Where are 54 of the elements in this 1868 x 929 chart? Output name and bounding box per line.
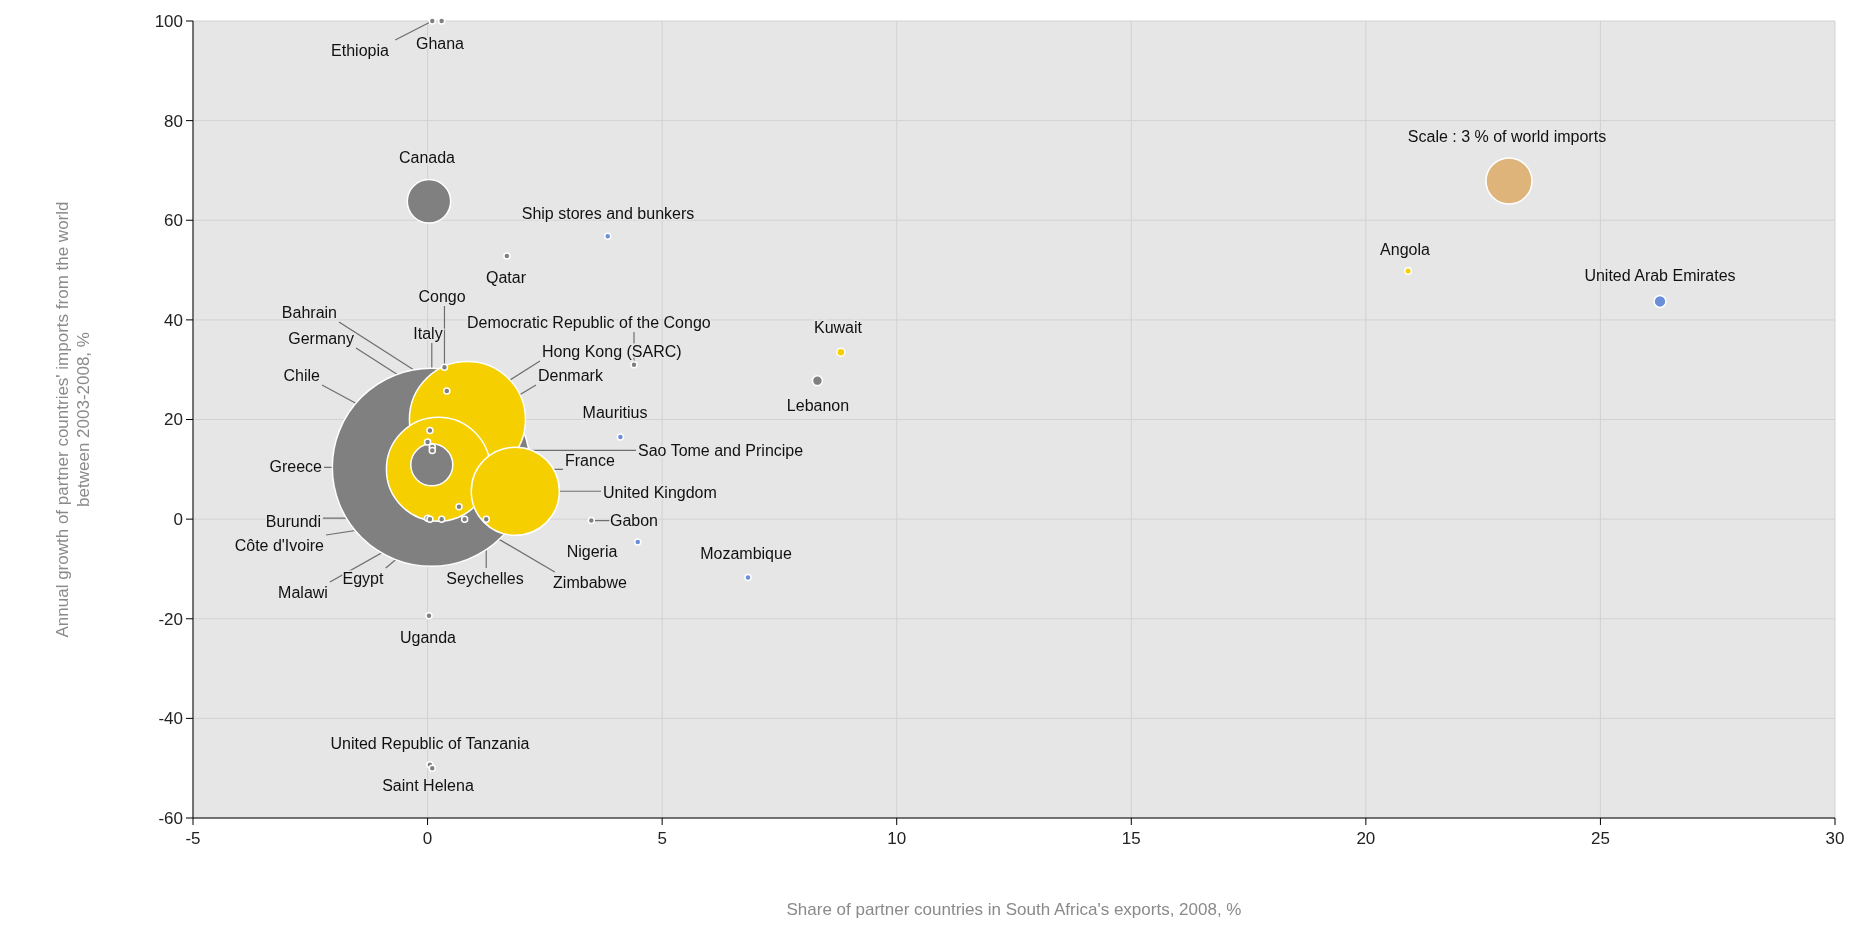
x-tick-label: 20 xyxy=(1356,829,1376,848)
x-tick-label: 25 xyxy=(1590,829,1610,848)
text: Malawi xyxy=(278,583,328,601)
text: Côte d'Ivoire xyxy=(234,536,325,554)
series-label: Ghana xyxy=(415,34,465,52)
series-label: Uganda xyxy=(399,628,457,646)
series-label: Mozambique xyxy=(700,544,792,562)
y-axis-title: Annual growth of partner countries' imports from the world between 2003-2008, % xyxy=(53,201,94,638)
series-label: Canada xyxy=(398,148,456,166)
x-axis-title: Share of partner countries in South Africa's exports, 2008, % xyxy=(786,900,1242,919)
x-tick-label: 30 xyxy=(1825,829,1845,848)
x-tick-label: -5 xyxy=(185,829,201,848)
text: Italy xyxy=(413,324,443,342)
text: United Kingdom xyxy=(603,483,717,501)
y-tick-label: 80 xyxy=(164,111,183,131)
text: Germany xyxy=(288,329,354,347)
text: Sao Tome and Principe xyxy=(638,441,804,459)
legend-label: Scale : 3 % of world imports xyxy=(1407,127,1607,145)
series-label: United Republic of Tanzania xyxy=(330,734,530,752)
text: Seychelles xyxy=(446,569,524,587)
y-tick-label: 40 xyxy=(164,310,183,330)
series-label: Qatar xyxy=(485,268,527,286)
series-label: Greece xyxy=(269,457,323,475)
y-tick-label: 0 xyxy=(173,510,183,530)
series-label: Ship stores and bunkers xyxy=(521,204,695,222)
text: Egypt xyxy=(342,569,385,587)
x-tick-label: 10 xyxy=(887,829,907,848)
series-label: Saint Helena xyxy=(382,776,474,794)
series-label: Lebanon xyxy=(786,396,850,414)
series-label: Gabon xyxy=(609,511,659,529)
series-label: Mauritius xyxy=(582,403,648,421)
series-label: Nigeria xyxy=(566,542,618,560)
text: France xyxy=(565,451,615,469)
text: Burundi xyxy=(265,512,321,530)
y-tick-label: -60 xyxy=(158,808,183,828)
text: Congo xyxy=(418,287,466,305)
y-tick-label: 100 xyxy=(154,11,183,31)
text: Bahrain xyxy=(281,303,337,321)
y-tick-label: 60 xyxy=(164,211,183,231)
y-tick-label: 20 xyxy=(164,410,183,430)
text: Hong Kong (SARC) xyxy=(542,342,682,360)
series-label: Angola xyxy=(1380,240,1431,258)
y-tick-label: -20 xyxy=(158,609,183,629)
text: Chile xyxy=(283,366,321,384)
x-tick-label: 0 xyxy=(422,829,433,848)
x-tick-label: 5 xyxy=(657,829,667,848)
y-tick-label: -40 xyxy=(158,709,183,729)
series-label: Kuwait xyxy=(813,318,863,336)
text: Denmark xyxy=(538,366,604,384)
text: Democratic Republic of the Congo xyxy=(467,313,711,331)
text: Ethiopia xyxy=(331,41,390,59)
series-label: United Arab Emirates xyxy=(1584,266,1736,284)
x-tick-label: 15 xyxy=(1121,829,1141,848)
text: Zimbabwe xyxy=(553,573,627,591)
